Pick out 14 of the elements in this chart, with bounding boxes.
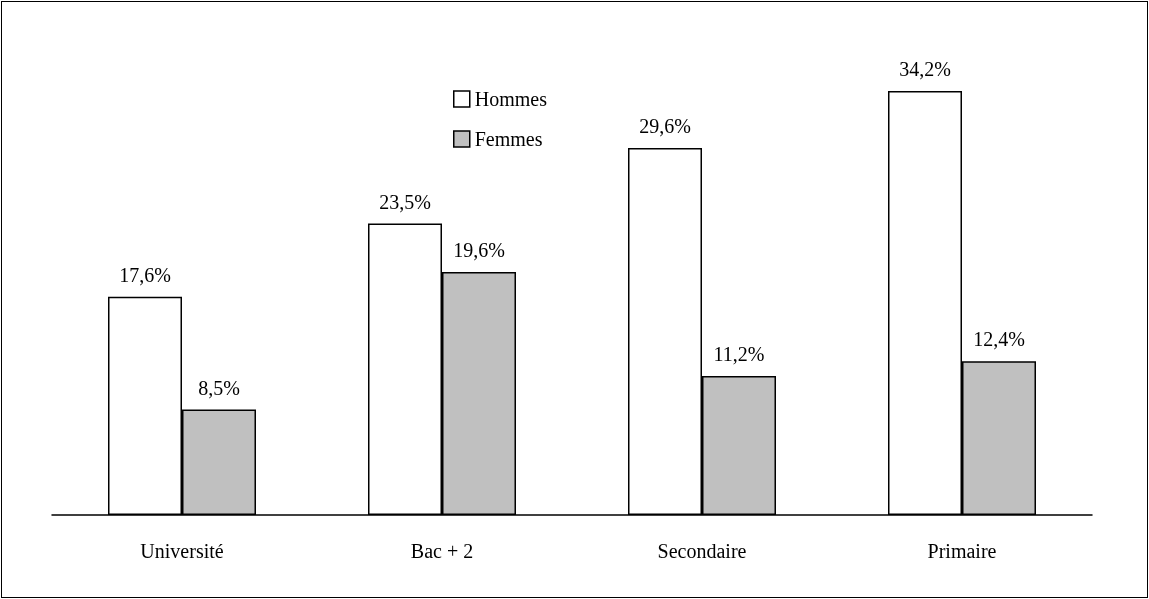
x-tick-label: Primaire — [927, 540, 997, 562]
data-label: 34,2% — [899, 57, 951, 80]
data-label: 12,4% — [973, 328, 1025, 351]
data-label: 19,6% — [453, 238, 505, 261]
data-label: 23,5% — [379, 190, 431, 213]
data-label: 17,6% — [119, 263, 171, 286]
data-label: 8,5% — [198, 376, 240, 399]
x-tick-label: Secondaire — [657, 540, 747, 562]
legend-label: Hommes — [474, 88, 548, 110]
x-tick-label: Bac + 2 — [410, 540, 474, 562]
legend-label: Femmes — [474, 128, 543, 150]
data-label: 29,6% — [639, 114, 691, 137]
x-tick-label: Université — [140, 540, 224, 562]
data-label: 11,2% — [713, 343, 765, 366]
